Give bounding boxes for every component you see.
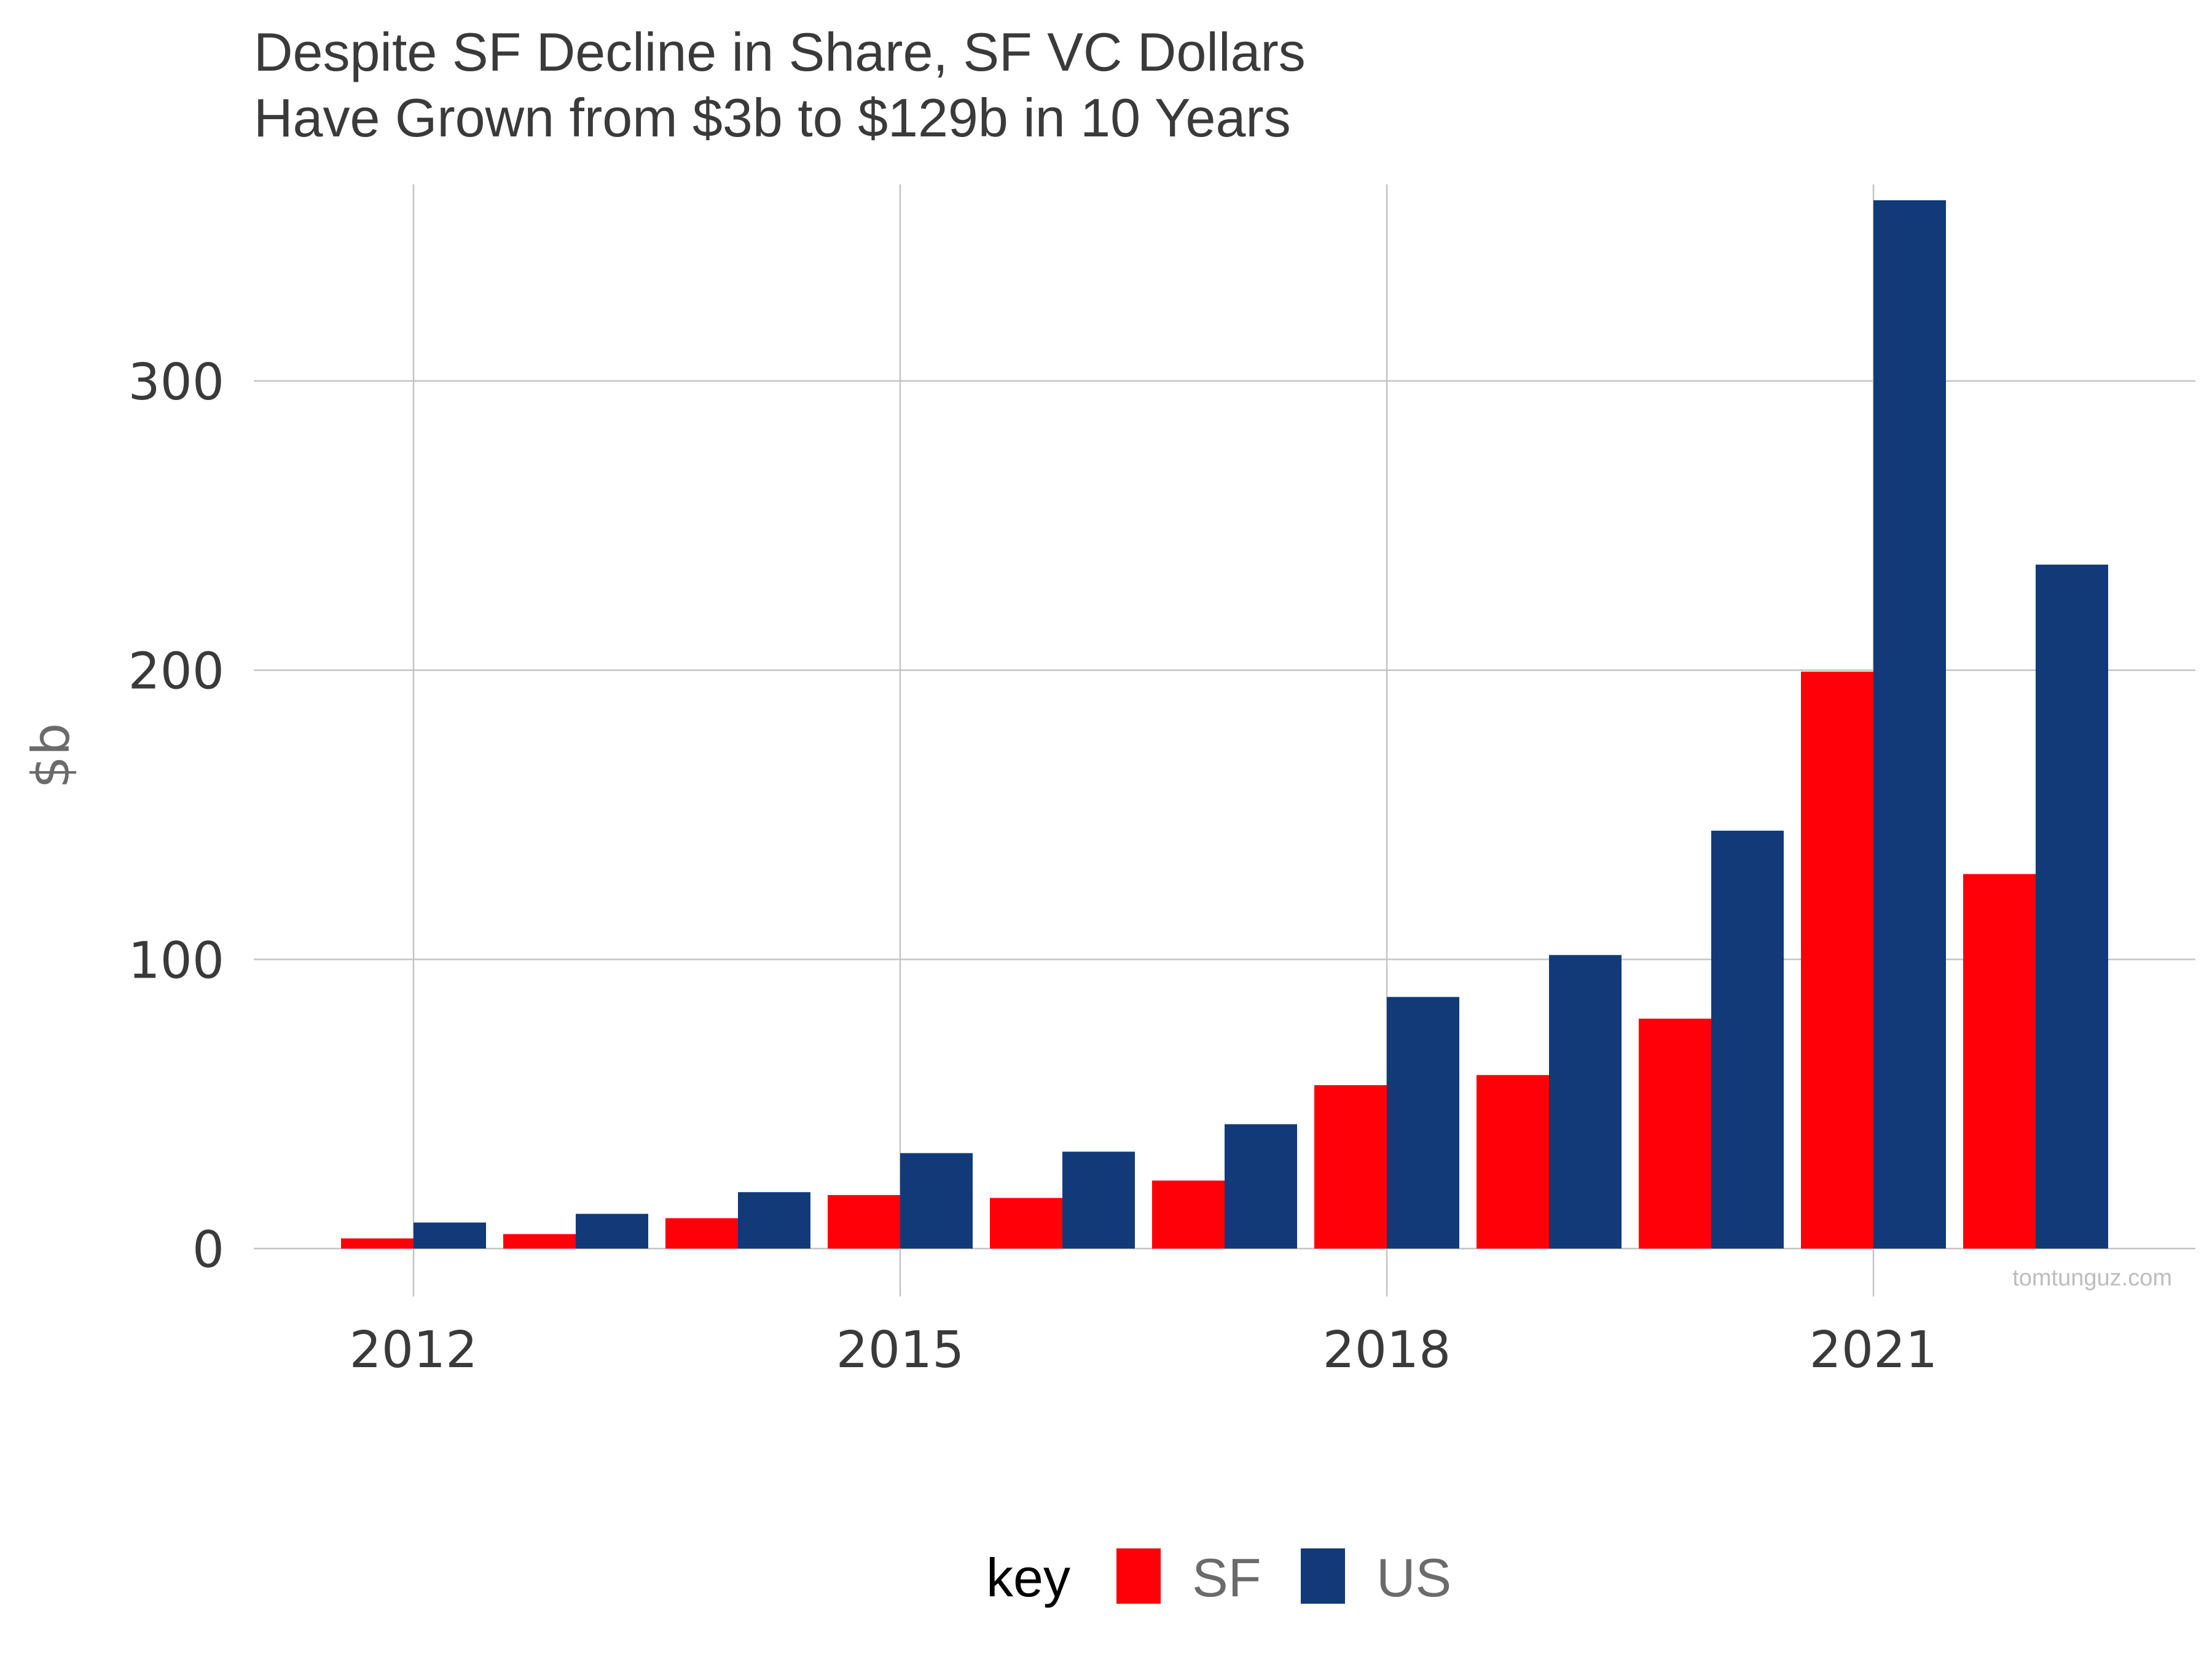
x-axis-ticks: 2012 2015 2018 2021 xyxy=(350,1321,1938,1379)
bar-us-2021 xyxy=(1873,200,1946,1249)
legend: key SF US xyxy=(986,1547,1451,1608)
bar-us-2014 xyxy=(738,1192,810,1249)
bar-us-2015 xyxy=(900,1153,973,1249)
bar-us-2012 xyxy=(414,1222,486,1249)
watermark: tomtunguz.com xyxy=(2012,1265,2172,1291)
bar-sf-2012 xyxy=(341,1238,414,1249)
y-tick-label: 200 xyxy=(128,643,224,701)
bar-sf-2015 xyxy=(828,1194,900,1249)
x-tick-label: 2018 xyxy=(1323,1321,1451,1379)
chart-title-line-1: Despite SF Decline in Share, SF VC Dolla… xyxy=(254,22,1306,82)
legend-swatch-sf xyxy=(1116,1548,1161,1604)
legend-label-us: US xyxy=(1376,1547,1451,1608)
bar-sf-2017 xyxy=(1152,1180,1225,1249)
y-axis-label: $b xyxy=(21,723,81,789)
bar-sf-2016 xyxy=(990,1198,1062,1249)
bar-sf-2021 xyxy=(1801,672,1873,1249)
x-tick-label: 2015 xyxy=(836,1321,965,1379)
legend-label-sf: SF xyxy=(1192,1547,1261,1608)
chart-title: Despite SF Decline in Share, SF VC Dolla… xyxy=(254,22,1306,148)
bar-sf-2020 xyxy=(1639,1018,1711,1249)
y-axis-ticks: 0 100 200 300 xyxy=(128,353,224,1279)
bar-us-2016 xyxy=(1062,1151,1135,1249)
y-tick-label: 300 xyxy=(128,353,224,412)
bar-us-2013 xyxy=(576,1214,648,1249)
chart-title-line-2: Have Grown from $3b to $129b in 10 Years xyxy=(254,87,1291,148)
bar-sf-2019 xyxy=(1477,1075,1549,1249)
bar-us-2019 xyxy=(1549,955,1622,1249)
y-tick-label: 0 xyxy=(192,1221,224,1279)
bar-sf-2022 xyxy=(1963,874,2036,1249)
x-tick-label: 2012 xyxy=(350,1321,478,1379)
bar-us-2018 xyxy=(1387,997,1459,1249)
legend-swatch-us xyxy=(1301,1548,1345,1604)
x-tick-label: 2021 xyxy=(1810,1321,1938,1379)
y-tick-label: 100 xyxy=(128,931,224,990)
bar-sf-2013 xyxy=(503,1234,576,1249)
bar-sf-2014 xyxy=(665,1218,738,1249)
bar-us-2022 xyxy=(2036,564,2108,1249)
bar-sf-2018 xyxy=(1314,1085,1387,1249)
legend-title: key xyxy=(986,1547,1070,1608)
bars xyxy=(341,200,2108,1249)
bar-us-2020 xyxy=(1711,830,1784,1249)
bar-us-2017 xyxy=(1225,1124,1297,1249)
